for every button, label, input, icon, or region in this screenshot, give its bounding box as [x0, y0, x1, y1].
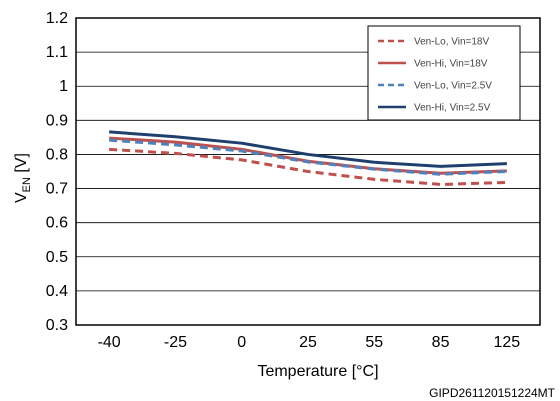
series-line-1: [109, 147, 507, 186]
y-tick-label: 0.3: [46, 317, 68, 334]
x-axis-title: Temperature [°C]: [257, 363, 378, 380]
y-tick-label: 0.7: [46, 181, 68, 198]
y-tick-label: 0.5: [46, 249, 68, 266]
series-lines: [109, 130, 507, 186]
figure-code: GIPD261120151224MT: [429, 386, 556, 400]
series-line-3: [109, 138, 507, 176]
y-tick-label: 1: [59, 78, 68, 95]
y-tick-label: 1.1: [46, 44, 68, 61]
x-tick-label: 0: [237, 334, 246, 351]
x-tick-label: 85: [432, 334, 450, 351]
legend-label: Ven-Lo, Vin=18V: [414, 37, 489, 48]
x-tick-label: -40: [98, 334, 121, 351]
x-tick-label: -25: [164, 334, 187, 351]
x-tick-label: 55: [365, 334, 383, 351]
y-tick-label: 0.6: [46, 215, 68, 232]
x-tick-labels: -40 -25 0 25 55 85 125: [98, 334, 521, 351]
legend-label: Ven-Hi, Vin=18V: [414, 59, 488, 70]
legend-label: Ven-Lo, Vin=2.5V: [414, 81, 492, 92]
y-tick-label: 0.9: [46, 112, 68, 129]
series-line-4: [109, 130, 507, 168]
y-tick-label: 1.2: [46, 10, 68, 27]
x-tick-label: 25: [299, 334, 317, 351]
legend: Ven-Lo, Vin=18V Ven-Hi, Vin=18V Ven-Lo, Vi…: [367, 25, 521, 121]
y-tick-label: 0.8: [46, 146, 68, 163]
x-tick-label: 125: [494, 334, 521, 351]
legend-label: Ven-Hi, Vin=2.5V: [414, 103, 491, 114]
y-tick-label: 0.4: [46, 283, 68, 300]
plot-area: [75, 17, 541, 326]
y-axis-title: VEN [V]: [13, 153, 33, 203]
y-tick-labels: 0.3 0.4 0.5 0.6 0.7 0.8 0.9 1 1.1 1.2: [46, 10, 68, 334]
